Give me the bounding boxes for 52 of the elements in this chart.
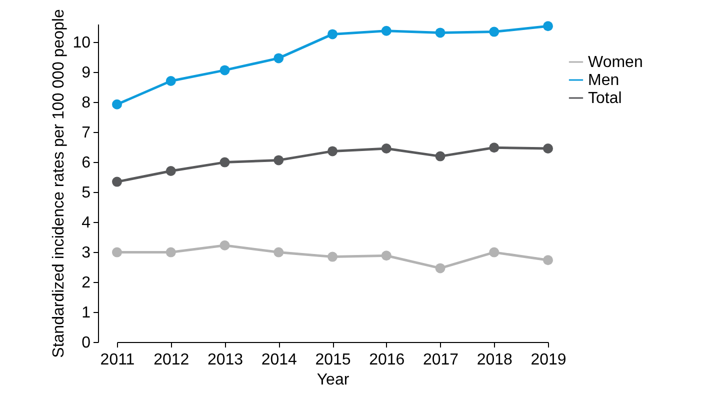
y-tick-label: 2 (82, 274, 91, 292)
x-tick-label: 2018 (476, 352, 513, 368)
point (166, 247, 176, 258)
point (220, 65, 230, 76)
y-axis-title: Standardized incidence rates per 100 000 people (50, 9, 68, 358)
point (112, 99, 122, 110)
x-tick-label: 2019 (530, 352, 566, 368)
point (381, 250, 392, 261)
point (166, 76, 176, 86)
point (112, 247, 122, 258)
x-tick-label: 2012 (154, 352, 190, 368)
point (435, 263, 446, 274)
y-tick-label: 5 (82, 184, 91, 202)
x-tick-label: 2014 (261, 352, 298, 368)
point (489, 142, 500, 153)
point (435, 151, 446, 162)
point (328, 29, 338, 40)
point (112, 176, 122, 187)
x-tick-label: 2015 (315, 352, 351, 368)
point (489, 26, 500, 37)
x-tick-label: 2013 (207, 352, 244, 368)
legend-label: Women (588, 54, 643, 71)
y-tick-label: 8 (82, 94, 91, 112)
point (274, 155, 284, 166)
point (274, 247, 284, 258)
x-tick-label: 2017 (422, 352, 459, 368)
point (435, 28, 446, 38)
x-tick-label: 2016 (369, 352, 405, 368)
x-axis-title: Year (316, 372, 350, 388)
point (220, 240, 230, 250)
y-tick-label: 9 (82, 64, 91, 82)
y-tick-label: 4 (82, 214, 91, 232)
point (274, 53, 284, 64)
point (543, 144, 553, 154)
point (328, 252, 338, 262)
point (381, 144, 392, 154)
point (543, 21, 553, 32)
y-tick-label: 7 (82, 124, 91, 142)
y-tick-label: 0 (82, 334, 91, 352)
y-tick-label: 10 (72, 34, 91, 52)
y-tick-label: 6 (82, 154, 91, 172)
point (220, 157, 230, 168)
point (328, 146, 338, 156)
x-tick-label: 2011 (100, 352, 135, 368)
point (166, 166, 176, 176)
y-tick-label: 1 (82, 304, 91, 322)
legend-label: Men (588, 72, 620, 89)
point (543, 255, 553, 266)
y-tick-label: 3 (82, 244, 91, 262)
legend-label: Total (588, 90, 622, 107)
point (489, 247, 500, 258)
point (381, 26, 392, 36)
